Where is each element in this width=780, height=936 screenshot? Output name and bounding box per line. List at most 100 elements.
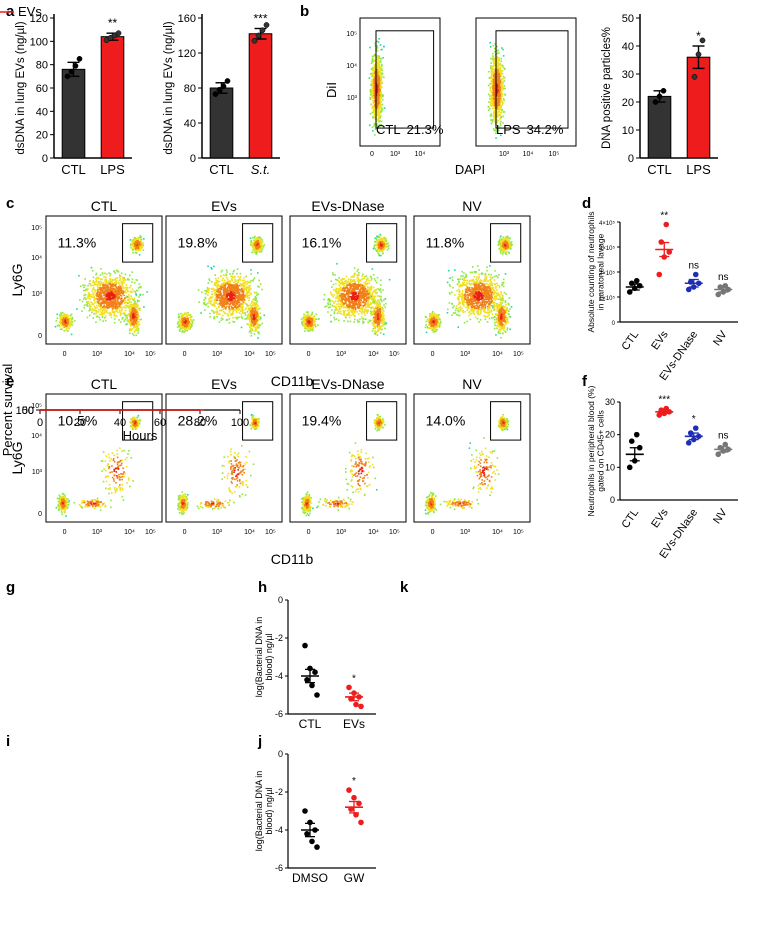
flow-event — [379, 120, 381, 122]
flow-event — [137, 287, 140, 289]
flow-event — [500, 98, 503, 101]
flow-event — [119, 298, 122, 301]
flow-event — [490, 73, 493, 76]
flow-event — [499, 85, 501, 87]
flow-event — [90, 301, 92, 303]
flow-event — [127, 290, 129, 293]
flow-event — [373, 87, 376, 90]
flow-event — [248, 291, 250, 294]
data-point — [220, 83, 227, 90]
flow-event — [253, 302, 255, 304]
flow-event — [99, 318, 101, 321]
flow-event — [109, 312, 111, 315]
flow-event — [127, 320, 129, 322]
y-tick-label: 10⁴ — [346, 63, 357, 70]
category-label: LPS — [100, 162, 125, 177]
flow-event — [501, 69, 504, 72]
flow-event — [379, 71, 382, 74]
flow-event — [93, 291, 96, 294]
flow-event — [109, 299, 112, 302]
flow-event — [100, 313, 102, 316]
flow-event — [223, 284, 225, 286]
flow-event — [211, 293, 214, 295]
flow-event — [229, 309, 231, 312]
flow-event — [101, 298, 103, 301]
flow-event — [227, 300, 230, 303]
flow-event — [380, 79, 383, 82]
flow-event — [113, 278, 116, 281]
flow-event — [373, 106, 376, 109]
flow-event — [60, 313, 62, 316]
flow-event — [502, 82, 504, 85]
flow-event — [245, 292, 248, 295]
flow-event — [100, 296, 102, 298]
flow-event — [135, 323, 138, 326]
flow-event — [122, 292, 124, 295]
flow-event — [109, 273, 112, 275]
flow-event — [84, 293, 87, 296]
y-axis-title: dsDNA in lung EVs (ng/µl) — [163, 21, 175, 154]
flow-event — [133, 299, 135, 301]
flow-event — [134, 317, 137, 319]
flow-event — [131, 278, 134, 281]
flow-event — [123, 294, 125, 297]
flow-event — [111, 295, 114, 297]
flow-event — [107, 307, 109, 309]
flow-event — [497, 61, 499, 64]
flow-event — [112, 291, 115, 293]
flow-event — [114, 304, 117, 307]
flow-event — [103, 276, 105, 278]
flow-event — [494, 116, 496, 119]
flow-event — [207, 282, 210, 284]
flow-event — [109, 284, 112, 286]
significance-label: ** — [108, 16, 118, 30]
flow-event — [93, 312, 95, 315]
flow-event — [114, 277, 117, 280]
flow-event — [68, 324, 71, 327]
flow-event — [244, 296, 247, 298]
flow-event — [372, 55, 375, 58]
flow-event — [120, 282, 123, 285]
flow-event — [253, 291, 256, 293]
flow-event — [228, 311, 231, 313]
flow-event — [112, 311, 115, 313]
flow-event — [131, 288, 134, 291]
flow-event — [245, 318, 248, 320]
flow-event — [96, 285, 99, 288]
flow-event — [115, 283, 117, 285]
flow-event — [116, 291, 118, 294]
flow-event — [376, 71, 378, 74]
flow-event — [111, 302, 114, 305]
flow-event — [133, 316, 136, 319]
flow-event — [380, 100, 383, 103]
flow-event — [111, 307, 114, 310]
flow-event — [379, 87, 382, 90]
flow-event — [87, 302, 89, 305]
flow-event — [230, 275, 232, 278]
flow-event — [190, 316, 193, 318]
flow-event — [258, 326, 260, 329]
flow-event — [100, 278, 102, 280]
flow-event — [491, 71, 494, 73]
flow-event — [373, 111, 376, 113]
flow-event — [89, 295, 92, 297]
flow-event — [134, 311, 137, 314]
flow-event — [134, 302, 136, 305]
flow-event — [496, 61, 498, 63]
flow-event — [377, 93, 379, 95]
flow-event — [70, 319, 73, 322]
flow-event — [490, 77, 493, 79]
flow-event — [66, 323, 69, 325]
flow-event — [124, 290, 127, 292]
flow-event — [127, 298, 129, 301]
flow-event — [86, 289, 88, 292]
flow-event — [125, 314, 127, 317]
flow-event — [241, 297, 244, 300]
flow-event — [190, 326, 192, 328]
flow-event — [381, 107, 384, 110]
data-point — [216, 86, 223, 93]
flow-event — [104, 319, 107, 322]
flow-event — [101, 312, 103, 315]
flow-event — [82, 298, 85, 300]
flow-event — [487, 105, 490, 108]
